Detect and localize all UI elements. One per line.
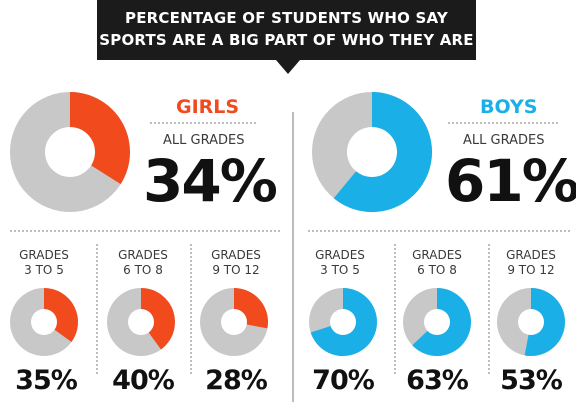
- girls-heading: GIRLS: [176, 96, 240, 118]
- boys-all-grades-donut-hole: [347, 127, 397, 177]
- girls-grade-9-12-donut-hole: [221, 309, 247, 335]
- girls-grade-value-6-8: 40%: [112, 365, 175, 396]
- boys-grade-label-3-5: GRADES 3 TO 5: [300, 248, 380, 278]
- title-banner-pointer: [276, 60, 300, 74]
- boys-grade-label-3-5-line1: GRADES: [315, 248, 365, 262]
- boys-grade-3-5-donut-hole: [330, 309, 356, 335]
- boys-grade-label-9-12: GRADES 9 TO 12: [491, 248, 571, 278]
- girls-grade-value-9-12: 28%: [205, 365, 268, 396]
- boys-grade-label-9-12-line1: GRADES: [506, 248, 556, 262]
- girls-grade-label-6-8-line2: 6 TO 8: [123, 263, 163, 277]
- girls-all-grades-label: ALL GRADES: [163, 133, 245, 148]
- girls-all-grades-donut: [10, 92, 131, 212]
- girls-section-divider: [10, 230, 280, 232]
- chart-title-line-2: SPORTS ARE A BIG PART OF WHO THEY ARE: [99, 31, 474, 49]
- girls-grade-6-8-donut: [107, 288, 175, 356]
- girls-grade-value-3-5: 35%: [15, 365, 78, 396]
- chart-title-line-1: PERCENTAGE OF STUDENTS WHO SAY: [125, 9, 448, 27]
- girls-grade-separator-2: [190, 244, 192, 374]
- girls-grade-6-8-donut-hole: [128, 309, 154, 335]
- girls-grade-label-9-12-line1: GRADES: [211, 248, 261, 262]
- boys-grade-label-3-5-line2: 3 TO 5: [320, 263, 360, 277]
- girls-heading-underline: [150, 122, 256, 124]
- gender-divider: [292, 112, 294, 402]
- boys-grade-label-6-8-line2: 6 TO 8: [417, 263, 457, 277]
- boys-grade-value-6-8: 63%: [406, 365, 469, 396]
- girls-grade-label-9-12: GRADES 9 TO 12: [196, 248, 276, 278]
- girls-grade-label-6-8: GRADES 6 TO 8: [103, 248, 183, 278]
- title-banner: [97, 0, 476, 60]
- boys-grade-6-8-donut: [403, 288, 471, 357]
- boys-grade-separator-1: [394, 244, 396, 374]
- girls-grade-label-3-5: GRADES 3 TO 5: [4, 248, 84, 278]
- girls-grade-separator-1: [96, 244, 98, 374]
- girls-grade-label-3-5-line2: 3 TO 5: [24, 263, 64, 277]
- boys-grade-label-9-12-line2: 9 TO 12: [507, 263, 555, 277]
- girls-grade-3-5-donut-slice: [44, 288, 78, 342]
- girls-grade-3-5-donut-hole: [31, 309, 57, 335]
- girls-all-grades-donut-hole: [45, 127, 95, 177]
- girls-grade-label-9-12-line2: 9 TO 12: [212, 263, 260, 277]
- boys-grade-9-12-donut-hole: [518, 309, 544, 335]
- boys-grade-9-12-donut-slice: [524, 287, 566, 357]
- boys-grade-label-6-8: GRADES 6 TO 8: [397, 248, 477, 278]
- boys-grade-9-12-donut: [497, 287, 566, 357]
- girls-grade-9-12-donut: [200, 288, 268, 356]
- boys-all-grades-donut: [312, 91, 433, 213]
- girls-grade-label-6-8-line1: GRADES: [118, 248, 168, 262]
- boys-heading-underline: [448, 122, 558, 124]
- boys-grade-6-8-donut-hole: [424, 309, 450, 335]
- girls-grade-6-8-donut-slice: [141, 288, 175, 350]
- boys-grade-separator-2: [488, 244, 490, 374]
- boys-all-grades-value: 61%: [445, 147, 576, 215]
- boys-grade-value-3-5: 70%: [312, 365, 375, 396]
- boys-grade-label-6-8-line1: GRADES: [412, 248, 462, 262]
- boys-all-grades-label: ALL GRADES: [463, 133, 545, 148]
- boys-grade-value-9-12: 53%: [500, 365, 563, 396]
- boys-grade-3-5-donut: [309, 287, 378, 356]
- boys-section-divider: [308, 230, 570, 232]
- boys-heading: BOYS: [480, 96, 538, 118]
- girls-all-grades-value: 34%: [143, 147, 278, 215]
- girls-grade-3-5-donut: [10, 288, 78, 356]
- girls-grade-label-3-5-line1: GRADES: [19, 248, 69, 262]
